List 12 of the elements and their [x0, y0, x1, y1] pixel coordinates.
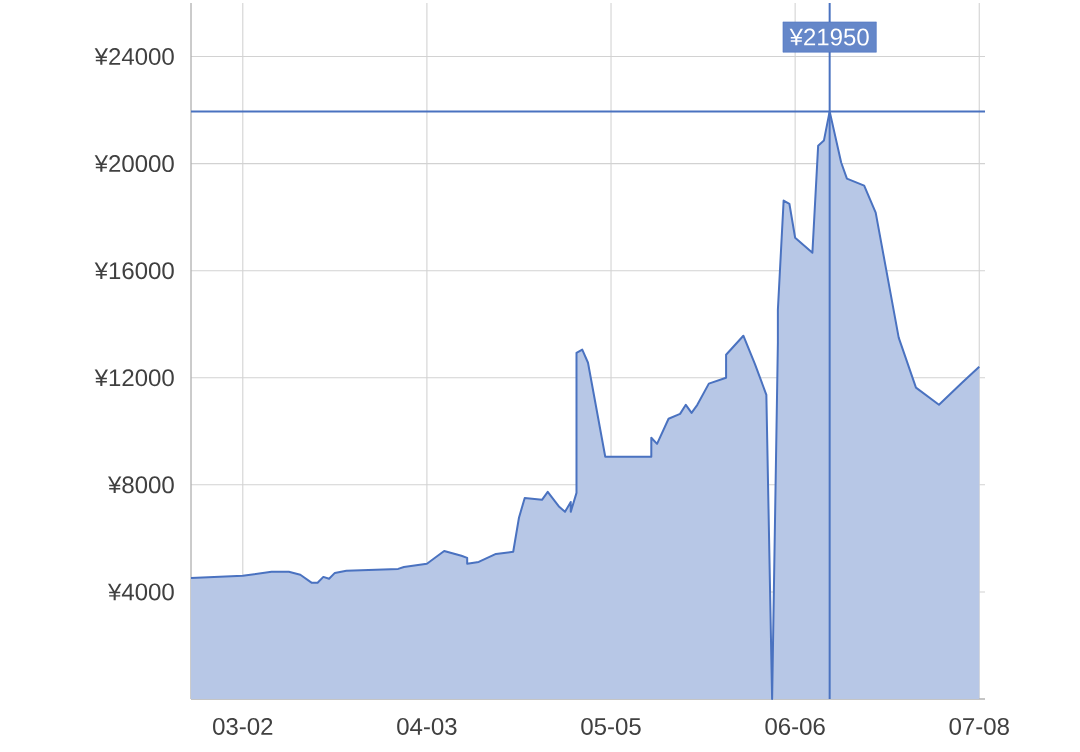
- y-tick-label: ¥4000: [107, 583, 174, 601]
- x-tick-label: 04-03: [397, 717, 457, 735]
- y-tick-label: ¥12000: [94, 369, 174, 387]
- y-tick-label: ¥16000: [94, 262, 174, 280]
- x-tick-label: 07-08: [949, 717, 1009, 735]
- y-tick-label: ¥8000: [107, 476, 174, 494]
- x-tick-label: 03-02: [213, 717, 273, 735]
- y-tick-label: ¥20000: [94, 155, 174, 173]
- x-tick-label: 06-06: [765, 717, 825, 735]
- ref-line-label: ¥21950: [789, 28, 869, 46]
- y-tick-label: ¥24000: [94, 48, 174, 66]
- x-tick-label: 05-05: [581, 717, 641, 735]
